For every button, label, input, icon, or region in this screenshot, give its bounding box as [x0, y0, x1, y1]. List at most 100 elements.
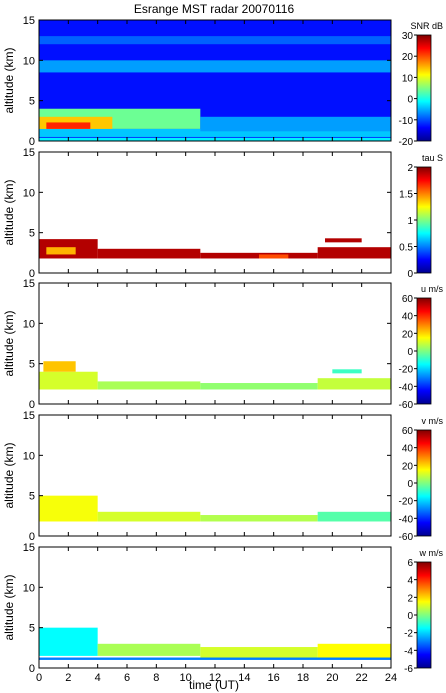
- plot-area: [39, 361, 391, 390]
- data-cell: [317, 247, 391, 259]
- data-cell: [317, 378, 391, 390]
- colorbar-tick-label: 60: [402, 294, 414, 305]
- data-cell: [97, 381, 201, 390]
- colorbar-tick-label: -2: [404, 629, 413, 640]
- colorbar-label: w m/s: [419, 548, 444, 558]
- plot-area: [39, 238, 391, 259]
- colorbar-tick-label: 40: [402, 312, 414, 323]
- x-tick-label: 12: [209, 672, 221, 684]
- x-tick-label: 10: [180, 672, 192, 684]
- data-cell: [200, 383, 318, 390]
- colorbar: [416, 34, 432, 142]
- x-tick-label: 24: [385, 672, 397, 684]
- colorbar-tick-label: 0: [407, 611, 413, 622]
- y-tick-label: 15: [23, 410, 35, 422]
- y-tick-label: 0: [29, 663, 35, 675]
- colorbar-tick-label: 1.5: [399, 190, 413, 201]
- colorbar-tick-label: 0: [407, 347, 413, 358]
- colorbar-tick-label: 10: [402, 73, 414, 84]
- data-cell: [259, 254, 289, 259]
- colorbar-tick-label: 1: [407, 216, 413, 227]
- data-cell: [332, 369, 362, 374]
- colorbar-tick-label: -20: [399, 497, 414, 508]
- y-axis-label: altitude (km): [2, 310, 16, 376]
- y-tick-label: 15: [23, 15, 35, 27]
- x-tick-label: 14: [238, 672, 250, 684]
- colorbar-tick-label: 2: [407, 593, 413, 604]
- colorbar-tick-label: 20: [402, 52, 414, 63]
- data-cell: [39, 128, 391, 137]
- panel-1: 0 5 10 15 altitude (km) SNR dB -20 -10 0 10 20 30: [2, 15, 443, 148]
- colorbar-tick-label: 30: [402, 31, 414, 42]
- y-tick-label: 10: [23, 318, 35, 330]
- panel-3: 0 5 10 15 altitude (km) u m/s -60 -40 -20 0 20 40 60: [2, 278, 443, 411]
- colorbar: [416, 429, 432, 537]
- colorbar-tick-label: 0: [407, 479, 413, 490]
- colorbar: [416, 297, 432, 405]
- x-tick-label: 8: [153, 672, 159, 684]
- data-cell: [97, 511, 201, 522]
- y-axis-label: altitude (km): [2, 442, 16, 508]
- y-tick-label: 5: [29, 228, 35, 240]
- colorbar: [416, 561, 432, 669]
- data-cell: [39, 657, 391, 660]
- y-tick-label: 10: [23, 55, 35, 67]
- y-tick-label: 15: [23, 542, 35, 554]
- colorbar-tick-label: -4: [404, 646, 413, 657]
- panel-2: 0 5 10 15 altitude (km) tau S 0 0.5 1 1.5 2: [2, 147, 443, 280]
- data-cell: [46, 122, 91, 129]
- data-cell: [39, 627, 98, 656]
- y-tick-label: 10: [23, 450, 35, 462]
- x-tick-label: 0: [36, 672, 42, 684]
- y-tick-label: 0: [29, 136, 35, 148]
- y-axis-label: altitude (km): [2, 47, 16, 113]
- data-cell: [325, 238, 362, 243]
- data-cell: [97, 248, 201, 259]
- x-tick-label: 22: [356, 672, 368, 684]
- colorbar-tick-label: -10: [399, 116, 414, 127]
- y-tick-label: 5: [29, 96, 35, 108]
- y-tick-label: 0: [29, 399, 35, 411]
- y-tick-label: 5: [29, 359, 35, 371]
- colorbar-tick-label: 2: [407, 163, 413, 174]
- data-cell: [39, 371, 98, 390]
- x-axis-label: time (UT): [189, 678, 239, 692]
- y-axis-label: altitude (km): [2, 574, 16, 640]
- data-cell: [317, 643, 391, 659]
- y-axis-label: altitude (km): [2, 179, 16, 245]
- data-cell: [43, 361, 76, 372]
- figure-title: Esrange MST radar 20070116: [134, 2, 295, 16]
- plot-area: [39, 495, 391, 522]
- x-tick-label: 4: [95, 672, 101, 684]
- colorbar-tick-label: -20: [399, 137, 414, 148]
- y-tick-label: 10: [23, 582, 35, 594]
- colorbar-tick-label: 0.5: [399, 243, 413, 254]
- colorbar-tick-label: -20: [399, 365, 414, 376]
- y-tick-label: 0: [29, 531, 35, 543]
- colorbar-tick-label: 0: [407, 95, 413, 106]
- y-tick-label: 0: [29, 268, 35, 280]
- colorbar-tick-label: -40: [399, 514, 414, 525]
- y-tick-label: 10: [23, 187, 35, 199]
- x-tick-label: 16: [268, 672, 280, 684]
- x-tick-label: 6: [124, 672, 130, 684]
- data-cell: [97, 643, 201, 656]
- colorbar-tick-label: 0: [407, 269, 413, 280]
- y-tick-label: 15: [23, 278, 35, 290]
- data-cell: [39, 36, 391, 45]
- x-tick-label: 20: [326, 672, 338, 684]
- y-tick-label: 5: [29, 623, 35, 635]
- x-tick-label: 18: [297, 672, 309, 684]
- data-cell: [46, 247, 76, 255]
- data-cell: [39, 60, 391, 73]
- colorbar-label: v m/s: [422, 416, 444, 426]
- colorbar-tick-label: -40: [399, 382, 414, 393]
- data-cell: [317, 511, 391, 522]
- colorbar-tick-label: 6: [407, 558, 413, 569]
- plot-area: [39, 20, 391, 141]
- colorbar-tick-label: 20: [402, 329, 414, 340]
- colorbar-tick-label: -60: [399, 400, 414, 411]
